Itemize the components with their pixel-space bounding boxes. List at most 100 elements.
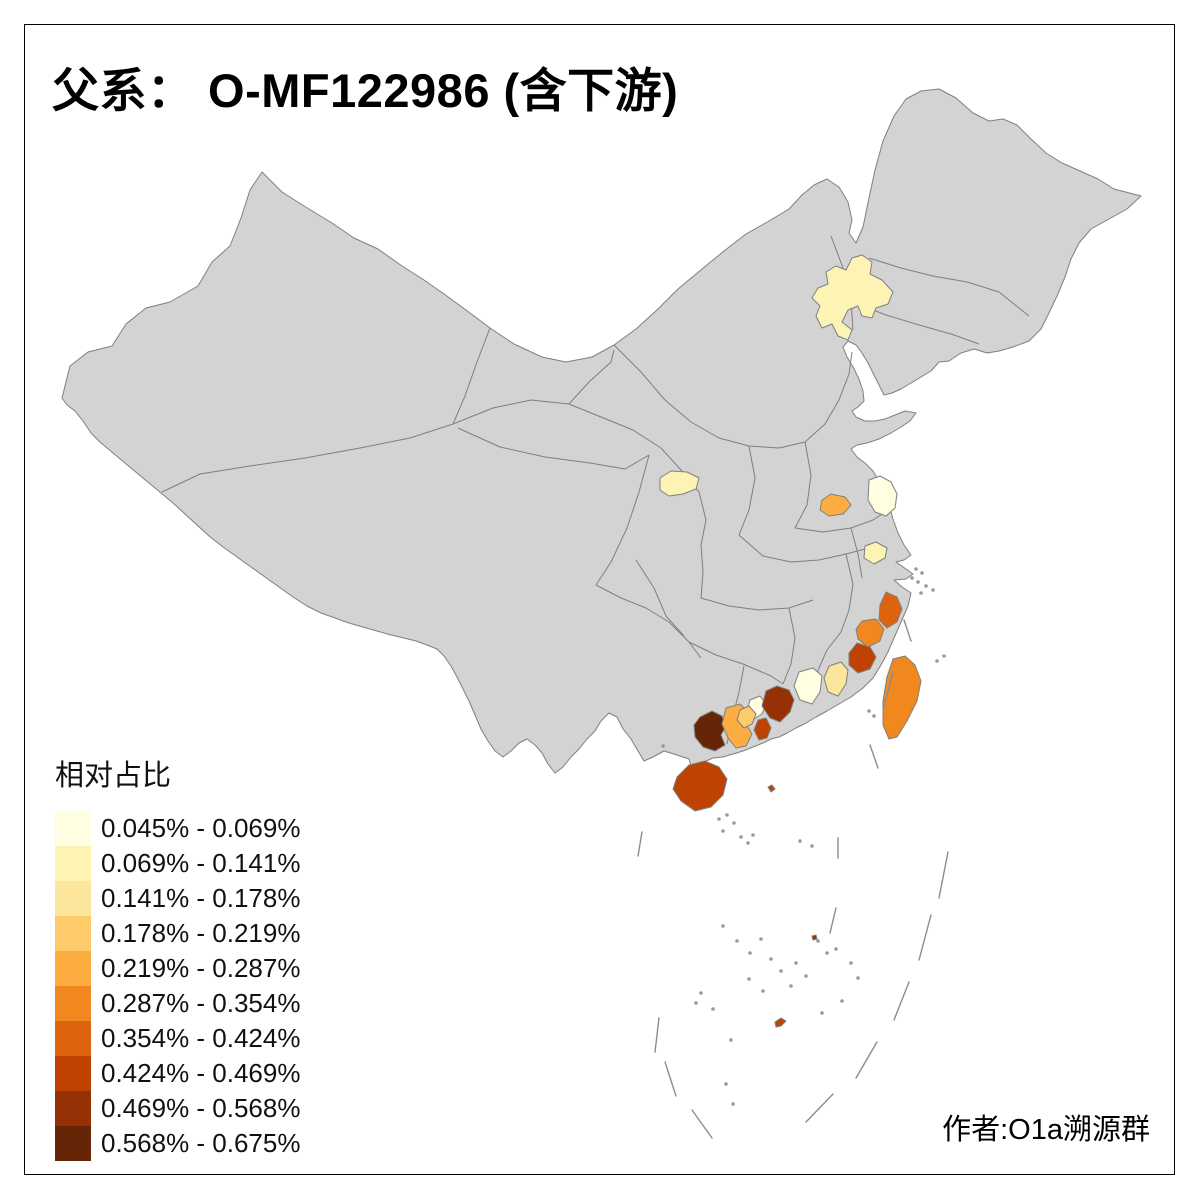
legend-row: 0.219% - 0.287% <box>55 951 300 986</box>
legend-label: 0.045% - 0.069% <box>101 813 301 843</box>
legend-label: 0.178% - 0.219% <box>101 918 301 948</box>
islet <box>699 991 703 995</box>
islet <box>935 659 939 663</box>
legend-swatch <box>55 951 91 986</box>
province-border <box>613 344 853 449</box>
choropleth-regions <box>659 254 922 1028</box>
islet <box>834 947 838 951</box>
islet <box>732 821 736 825</box>
legend-swatch <box>55 846 91 881</box>
province-border <box>161 423 454 493</box>
maritime-boundary-dash <box>637 831 643 857</box>
legend-label: 0.424% - 0.469% <box>101 1058 301 1088</box>
islet <box>746 841 750 845</box>
province-border <box>738 534 870 563</box>
legend-label: 0.469% - 0.568% <box>101 1093 301 1123</box>
choropleth-region <box>761 685 795 723</box>
attribution-text: 作者:O1a溯源群 <box>942 1114 1150 1146</box>
choropleth-region <box>823 661 849 697</box>
province-border <box>850 527 863 579</box>
legend-row: 0.141% - 0.178% <box>55 881 300 916</box>
province-border <box>568 349 615 405</box>
choropleth-region <box>736 705 757 729</box>
choropleth-region <box>882 655 922 740</box>
province-border <box>868 257 1030 317</box>
islet <box>789 984 793 988</box>
maritime-boundary-dash <box>869 744 879 769</box>
province-border <box>635 559 685 637</box>
islet <box>724 1082 728 1086</box>
islet <box>872 714 876 718</box>
choropleth-region <box>867 475 898 517</box>
province-border <box>452 399 634 431</box>
maritime-boundary-dash <box>893 981 910 1021</box>
choropleth-region <box>693 710 727 752</box>
islet <box>942 654 946 658</box>
islet <box>748 951 752 955</box>
islet <box>769 957 773 961</box>
legend-swatch <box>55 1126 91 1161</box>
choropleth-region <box>672 760 728 812</box>
islet <box>804 974 808 978</box>
islet <box>731 1102 735 1106</box>
province-border <box>794 441 812 529</box>
province-border <box>595 454 650 586</box>
province-border <box>782 607 796 685</box>
province-border <box>688 641 784 685</box>
maritime-boundary-dash <box>918 914 932 961</box>
maritime-boundary-dash <box>691 1109 713 1139</box>
legend-title: 相对占比 <box>55 760 172 792</box>
maritime-boundary-dash <box>855 1041 878 1079</box>
province-border <box>812 553 854 685</box>
maritime-boundary <box>637 619 949 1139</box>
islet <box>919 591 923 595</box>
legend-row: 0.424% - 0.469% <box>55 1056 300 1091</box>
maritime-boundary-dash <box>938 851 949 899</box>
legend-swatch <box>55 811 91 846</box>
choropleth-region <box>819 493 852 517</box>
legend-label: 0.069% - 0.141% <box>101 848 301 878</box>
province-border <box>595 584 702 659</box>
legend-row: 0.469% - 0.568% <box>55 1091 300 1126</box>
choropleth-region <box>753 717 772 741</box>
choropleth-region <box>811 254 894 341</box>
province-border <box>457 427 650 470</box>
islet <box>711 1007 715 1011</box>
islet <box>729 1038 733 1042</box>
legend-label: 0.141% - 0.178% <box>101 883 301 913</box>
islet <box>747 977 751 981</box>
page-title: 父系： O-MF122986 (含下游) <box>52 64 679 117</box>
legend-rows: 0.045% - 0.069% 0.069% - 0.141% 0.141% - 0… <box>55 811 300 1161</box>
choropleth-region <box>774 1017 787 1028</box>
islet <box>721 924 725 928</box>
islet <box>798 839 802 843</box>
choropleth-region <box>793 667 823 705</box>
legend-row: 0.178% - 0.219% <box>55 916 300 951</box>
legend-swatch <box>55 1056 91 1091</box>
legend-label: 0.219% - 0.287% <box>101 953 301 983</box>
islet <box>721 829 725 833</box>
islet <box>931 588 935 592</box>
plot-frame <box>24 24 1175 1175</box>
legend-swatch <box>55 1091 91 1126</box>
islet <box>856 976 860 980</box>
islet <box>661 744 665 748</box>
islet <box>924 584 928 588</box>
islet <box>794 961 798 965</box>
islet <box>816 939 820 943</box>
islet <box>910 576 914 580</box>
legend: 相对占比 0.045% - 0.069% 0.069% - 0.141% 0.141… <box>55 752 300 1161</box>
islets <box>661 567 946 1106</box>
maritime-boundary-dash <box>664 1061 677 1097</box>
legend-row: 0.354% - 0.424% <box>55 1021 300 1056</box>
islet <box>825 951 829 955</box>
islet <box>735 939 739 943</box>
islet <box>867 709 871 713</box>
islet <box>717 817 721 821</box>
legend-swatch <box>55 986 91 1021</box>
islet <box>761 989 765 993</box>
choropleth-region <box>855 618 885 648</box>
islet <box>759 937 763 941</box>
province-border <box>738 445 756 536</box>
